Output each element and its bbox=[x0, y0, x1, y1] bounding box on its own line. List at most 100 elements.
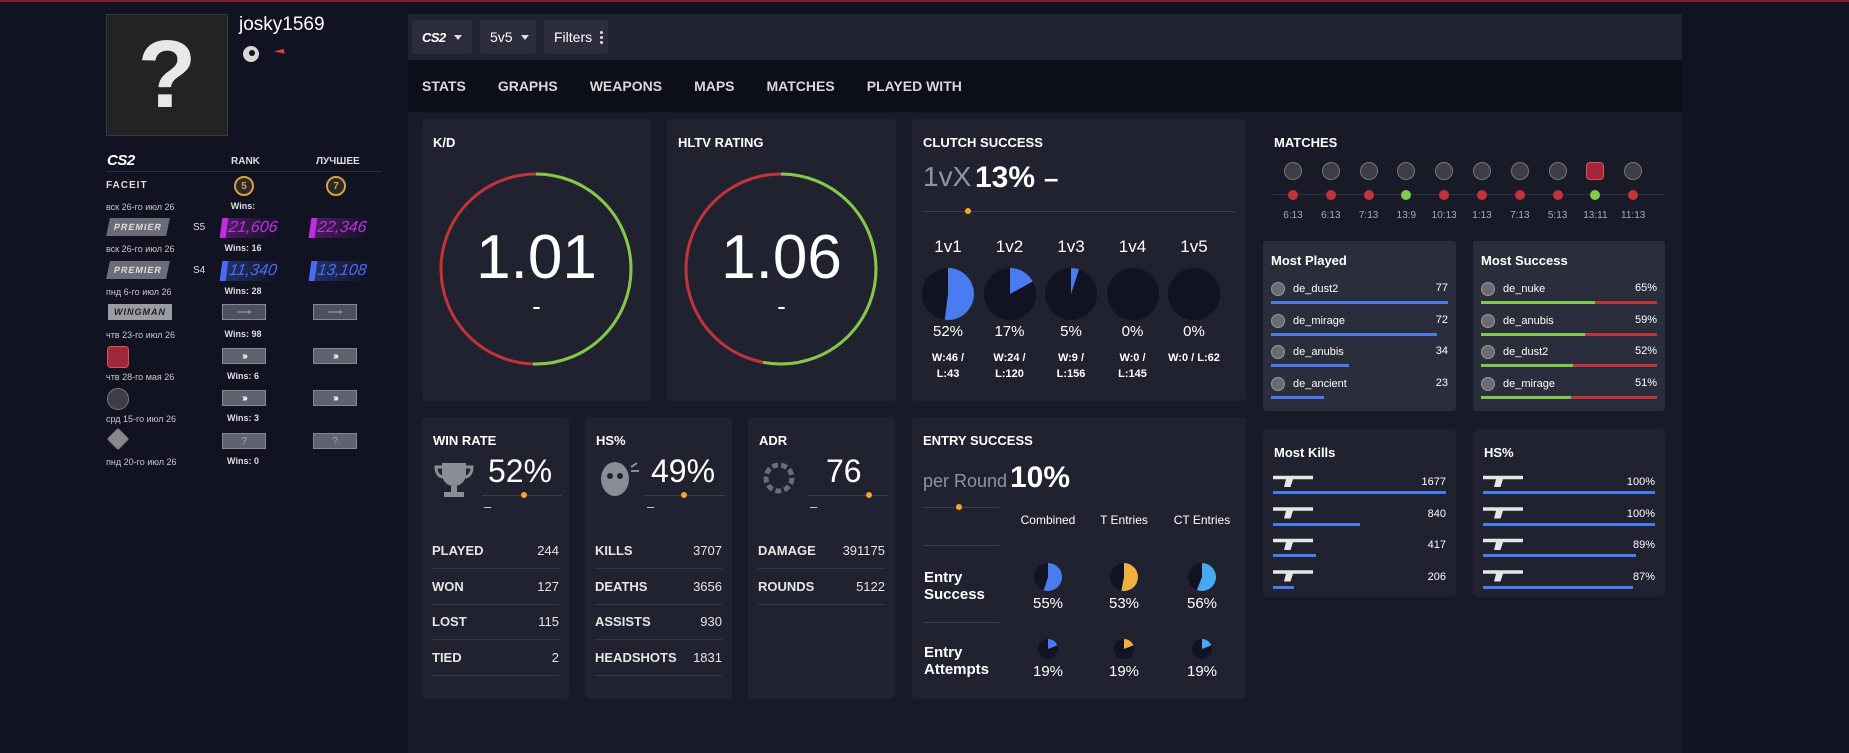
match-result-dot[interactable] bbox=[1628, 190, 1639, 200]
map-row-de_dust2[interactable]: de_dust2 52% bbox=[1481, 342, 1657, 372]
map-row-de_ancient[interactable]: de_ancient 23 bbox=[1271, 374, 1448, 404]
match-score: 11:13 bbox=[1621, 210, 1646, 221]
headshot-icon bbox=[601, 462, 639, 496]
match-map-icon[interactable] bbox=[1284, 162, 1302, 180]
weapon-value: 100% bbox=[1626, 476, 1655, 488]
tab-matches[interactable]: MATCHES bbox=[766, 78, 835, 94]
weapon-value: 100% bbox=[1626, 507, 1655, 520]
winrate-dash: – bbox=[484, 499, 492, 514]
chevron-rank-icon: ››› bbox=[222, 348, 266, 364]
rank-wins: Wins: 28 bbox=[224, 286, 262, 296]
rank-emblem-icon bbox=[106, 427, 130, 451]
match-result-dot[interactable] bbox=[1477, 190, 1487, 200]
flag-icon[interactable] bbox=[273, 48, 287, 62]
match-map-icon[interactable] bbox=[1586, 162, 1605, 180]
col-ct-entries: CT Entries bbox=[1173, 513, 1231, 527]
map-row-de_nuke[interactable]: de_nuke 65% bbox=[1481, 279, 1657, 309]
map-value: 51% bbox=[1634, 376, 1657, 389]
map-name: de_nuke bbox=[1503, 283, 1546, 295]
match-score: 7:13 bbox=[1510, 210, 1530, 221]
entry-pie-row1-1 bbox=[1110, 563, 1138, 591]
match-map-icon[interactable] bbox=[1359, 162, 1378, 180]
weapon-row[interactable]: 87% bbox=[1483, 568, 1655, 598]
match-result-dot[interactable] bbox=[1514, 190, 1525, 200]
rank-wins: Wins: bbox=[230, 201, 256, 211]
match-score: 5:13 bbox=[1547, 210, 1568, 221]
clutch-col-1v4: 1v4 0% W:0 / L:145 bbox=[1106, 237, 1160, 382]
map-icon bbox=[1481, 376, 1495, 391]
match-result-dot[interactable] bbox=[1401, 190, 1412, 200]
clutch-col-label: 1v1 bbox=[934, 237, 962, 256]
tab-graphs[interactable]: GRAPHS bbox=[497, 78, 558, 94]
ak47-icon bbox=[1273, 475, 1323, 487]
steam-icon[interactable] bbox=[243, 46, 259, 62]
hs-marker bbox=[681, 492, 687, 498]
match-result-dot[interactable] bbox=[1439, 190, 1450, 200]
tab-played-with[interactable]: PLAYED WITH bbox=[866, 78, 962, 94]
match-result-dot[interactable] bbox=[1552, 190, 1563, 200]
entry-row-divider-1 bbox=[923, 545, 999, 546]
kd-title: K/D bbox=[433, 135, 456, 150]
match-map-icon[interactable] bbox=[1397, 162, 1416, 180]
col-t-entries: T Entries bbox=[1100, 513, 1148, 527]
unranked-best-icon: ? bbox=[313, 433, 357, 449]
mode-select[interactable]: 5v5 bbox=[480, 20, 536, 54]
tec9-icon bbox=[1483, 538, 1533, 550]
map-icon bbox=[1481, 282, 1495, 296]
game-select[interactable]: CS2 bbox=[412, 20, 472, 54]
most-played-title: Most Played bbox=[1271, 253, 1347, 268]
rank-emblem-icon bbox=[107, 346, 129, 368]
map-row-de_anubis[interactable]: de_anubis 34 bbox=[1271, 342, 1448, 372]
tab-maps[interactable]: MAPS bbox=[694, 78, 735, 94]
map-row-de_anubis[interactable]: de_anubis 59% bbox=[1481, 311, 1657, 341]
match-result-dot[interactable] bbox=[1363, 190, 1374, 200]
map-value: 72 bbox=[1435, 313, 1448, 326]
match-result-dot[interactable] bbox=[1325, 190, 1336, 200]
map-row-de_dust2[interactable]: de_dust2 77 bbox=[1271, 279, 1448, 309]
weapon-value: 87% bbox=[1632, 570, 1655, 583]
clutch-col-1v2: 1v2 17% W:24 / L:120 bbox=[983, 237, 1037, 382]
match-map-icon[interactable] bbox=[1548, 162, 1567, 180]
awp-icon bbox=[1273, 538, 1323, 550]
map-icon bbox=[1271, 345, 1285, 359]
stat-row-lost: LOST 115 bbox=[432, 604, 559, 640]
match-map-icon[interactable] bbox=[1435, 162, 1454, 180]
filters-button[interactable]: Filters bbox=[544, 20, 608, 54]
weapon-bar bbox=[1273, 522, 1360, 526]
match-score: 6:13 bbox=[1321, 210, 1341, 221]
avatar[interactable]: ? bbox=[106, 14, 228, 136]
tab-stats[interactable]: STATS bbox=[422, 78, 466, 94]
clutch-col-label: 1v4 bbox=[1118, 237, 1147, 256]
match-result-dot[interactable] bbox=[1590, 190, 1601, 200]
weapon-row[interactable]: 206 bbox=[1273, 568, 1446, 598]
rank-date: срд 15-го июл 26 bbox=[106, 414, 176, 424]
tab-weapons[interactable]: WEAPONS bbox=[589, 78, 663, 94]
match-map-icon[interactable] bbox=[1624, 162, 1643, 180]
entry-pie-row1-2 bbox=[1188, 563, 1216, 591]
map-row-de_mirage[interactable]: de_mirage 72 bbox=[1271, 311, 1448, 341]
clutch-divider bbox=[923, 211, 1235, 212]
weapon-row[interactable]: 417 bbox=[1273, 536, 1446, 566]
weapon-row[interactable]: 840 bbox=[1273, 505, 1446, 535]
season-label: S5 bbox=[193, 222, 206, 233]
chevron-rank-icon: ››› bbox=[222, 390, 266, 406]
weapon-row[interactable]: 100% bbox=[1483, 505, 1655, 535]
weapon-row[interactable]: 100% bbox=[1483, 473, 1655, 503]
col-combined: Combined bbox=[1020, 513, 1076, 527]
map-row-de_mirage[interactable]: de_mirage 51% bbox=[1481, 374, 1657, 404]
clutch-col-wl: W:46 / L:43 bbox=[931, 352, 965, 380]
clutch-col-1v5: 1v5 0% W:0 / L:62 bbox=[1167, 237, 1221, 366]
match-score: 6:13 bbox=[1283, 210, 1303, 221]
adr-title: ADR bbox=[759, 433, 788, 448]
rank-wins: Wins: 16 bbox=[224, 243, 262, 253]
wingman-rank-icon: ⟶ bbox=[222, 304, 266, 320]
match-map-icon[interactable] bbox=[1473, 162, 1491, 180]
match-map-icon[interactable] bbox=[1321, 162, 1340, 180]
match-result-dot[interactable] bbox=[1288, 190, 1298, 200]
weapon-row[interactable]: 89% bbox=[1483, 536, 1655, 566]
weapon-bar bbox=[1483, 491, 1655, 494]
winrate-pct: 52% bbox=[488, 453, 553, 489]
match-map-icon[interactable] bbox=[1510, 162, 1529, 180]
weapon-row[interactable]: 1677 bbox=[1273, 473, 1446, 503]
map-bar-fill bbox=[1271, 395, 1325, 399]
